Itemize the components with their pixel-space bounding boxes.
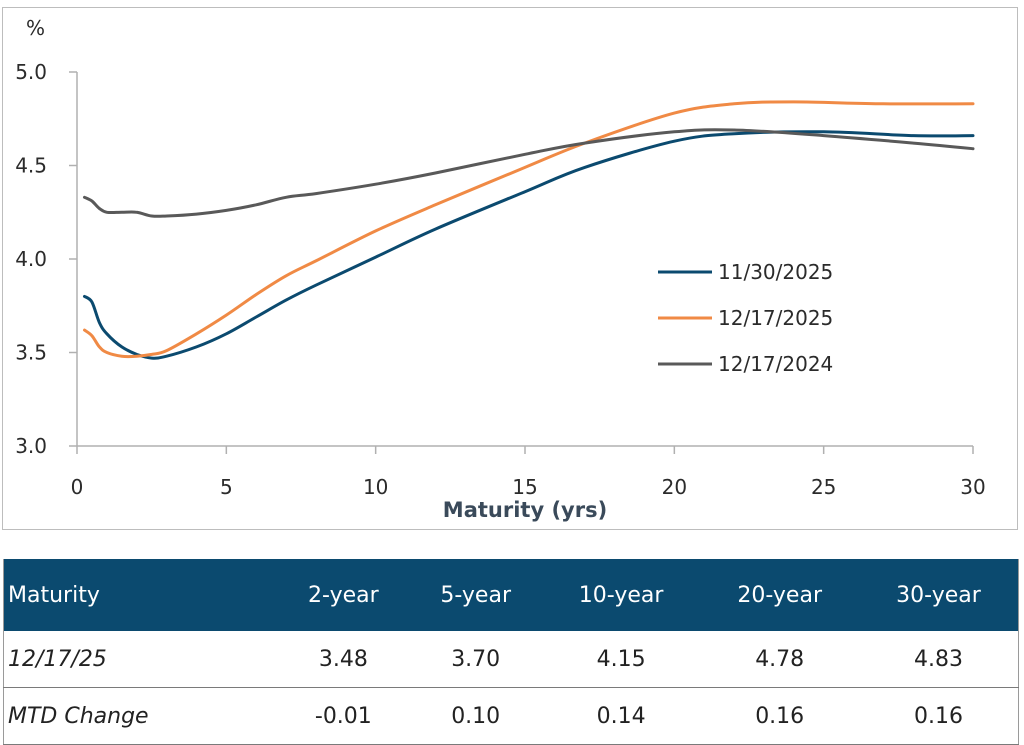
x-tick-label: 20 bbox=[662, 475, 687, 499]
series-line-3 bbox=[83, 128, 975, 218]
y-tick-label: 4.5 bbox=[15, 154, 47, 178]
chart-legend: 11/30/2025 12/17/2025 12/17/2024 bbox=[658, 260, 833, 376]
table-cell: 3.70 bbox=[409, 631, 542, 688]
table-cell: 4.83 bbox=[858, 631, 1019, 688]
table-row: 12/17/25 3.48 3.70 4.15 4.78 4.83 bbox=[3, 631, 1019, 688]
table-header: 30-year bbox=[858, 559, 1019, 631]
table-cell: 4.78 bbox=[700, 631, 859, 688]
table-cell: MTD Change bbox=[3, 687, 278, 745]
table-header-row: Maturity 2-year 5-year 10-year 20-year 3… bbox=[3, 559, 1019, 631]
table-cell: 3.48 bbox=[277, 631, 410, 688]
table-header: Maturity bbox=[3, 559, 278, 631]
table-cell: 0.10 bbox=[409, 687, 542, 745]
table-header: 20-year bbox=[700, 559, 859, 631]
x-tick-label: 25 bbox=[811, 475, 836, 499]
table-header: 5-year bbox=[409, 559, 542, 631]
x-tick-label: 0 bbox=[71, 475, 84, 499]
y-tick-label: 3.5 bbox=[15, 341, 47, 365]
legend-label-3: 12/17/2024 bbox=[718, 352, 833, 376]
chart-series bbox=[83, 100, 975, 360]
table-header: 10-year bbox=[541, 559, 701, 631]
table-cell: 12/17/25 bbox=[3, 631, 278, 688]
x-tick-label: 10 bbox=[363, 475, 388, 499]
table-cell: -0.01 bbox=[277, 687, 410, 745]
y-tick-label: 5.0 bbox=[15, 60, 47, 84]
chart-frame bbox=[2, 7, 1018, 530]
table-header: 2-year bbox=[277, 559, 410, 631]
x-tick-label: 15 bbox=[512, 475, 537, 499]
x-tick-label: 30 bbox=[960, 475, 985, 499]
legend-label-2: 12/17/2025 bbox=[718, 306, 833, 330]
y-tick-label: 4.0 bbox=[15, 247, 47, 271]
yield-curve-chart: 3.0 3.5 4.0 4.5 5.0 0 5 10 15 20 25 30 11/30/2025 12… bbox=[15, 16, 986, 522]
series-line-2 bbox=[83, 100, 975, 359]
x-axis-title: Maturity (yrs) bbox=[443, 498, 607, 522]
yield-summary-table: Maturity 2-year 5-year 10-year 20-year 3… bbox=[3, 559, 1019, 745]
y-unit-label: % bbox=[26, 16, 45, 40]
x-tick-label: 5 bbox=[220, 475, 233, 499]
table-cell: 4.15 bbox=[541, 631, 701, 688]
table-cell: 0.16 bbox=[858, 687, 1019, 745]
chart-axes: 3.0 3.5 4.0 4.5 5.0 0 5 10 15 20 25 30 bbox=[15, 60, 986, 499]
table-cell: 0.14 bbox=[541, 687, 701, 745]
table-cell: 0.16 bbox=[700, 687, 859, 745]
series-line-1 bbox=[83, 130, 975, 360]
table-row: MTD Change -0.01 0.10 0.14 0.16 0.16 bbox=[3, 687, 1019, 745]
legend-label-1: 11/30/2025 bbox=[718, 260, 833, 284]
y-tick-label: 3.0 bbox=[15, 434, 47, 458]
